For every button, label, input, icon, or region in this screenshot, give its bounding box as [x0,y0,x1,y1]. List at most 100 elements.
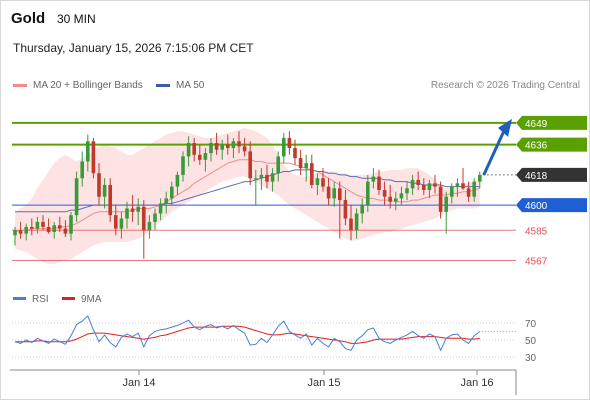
timeframe-label: 30 MIN [57,12,96,26]
candle-body [472,181,476,197]
candle [310,154,314,189]
candle [315,173,320,196]
candle [136,198,140,226]
candle-body [58,225,62,229]
candle-body [147,221,152,231]
candle-body [394,198,398,202]
research-credit: Research © 2026 Trading Central [430,80,580,91]
candle-body [136,206,140,212]
candle-body [343,200,348,219]
candle-body [91,141,96,174]
candle-body [226,144,230,149]
candle [125,201,129,229]
candle [360,198,364,224]
levels-layer [12,121,516,261]
candle [433,174,437,194]
candle-body [354,213,359,231]
bollinger-band-area [15,127,480,264]
candle [74,171,79,222]
candle-body [416,179,420,185]
candle-body [444,196,448,212]
candle [394,191,398,211]
candle-body [276,156,280,174]
candle [108,178,112,222]
candle-body [158,203,163,214]
legend-label-rsi: RSI [32,294,49,305]
rsi-tick-label: 30 [525,353,537,364]
candle [203,148,208,172]
candle-body [405,188,409,194]
candle [58,216,62,232]
candle-body [142,206,146,231]
level-pivot-3-label: 4600 [525,201,548,212]
candle [97,163,101,206]
candle-body [270,173,275,182]
rsi-ma-line [15,325,480,344]
candle [175,171,180,196]
candle-body [293,148,297,159]
candle [102,178,107,209]
candle [186,136,191,167]
candle-body [282,137,286,157]
rsi-line [14,315,481,352]
candle [153,208,157,231]
candle-body [203,153,208,160]
level-support-4-label: 4585 [525,226,548,237]
rsi-tick-label: 70 [525,319,537,330]
candle-body [349,218,353,231]
legend-ma20-bollinger: MA 20 + Bollinger Bands [13,80,143,91]
candle [405,181,409,201]
candle-body [97,173,101,197]
candle [231,137,236,159]
candle-body [310,163,314,185]
candle-body [242,146,247,152]
candle-body [265,174,269,182]
candle [119,211,124,239]
candle-body [399,193,404,199]
candle-body [214,143,219,150]
candle-body [52,225,56,232]
candle [438,181,443,219]
candle [69,211,73,241]
candle-body [35,221,40,229]
candle [30,218,34,236]
level-resistance-0-tag [516,115,587,130]
candle [142,200,146,259]
candle-body [153,213,157,222]
candle [259,168,264,190]
candle-body [298,158,303,169]
candle-body [366,181,370,206]
rsi-panel: 70 50 30 [12,315,537,364]
candle [478,171,482,189]
candle [130,195,135,222]
candle [35,216,40,234]
candle [114,205,118,236]
level-resistance-0-label: 4649 [525,119,548,130]
candle [198,144,202,165]
candle-body [254,178,258,180]
candle-body [114,215,118,229]
level-last_price-2-tag [516,167,587,182]
legend-label-rsi-ma: 9MA [81,294,102,305]
level-labels-layer: 4649 4636 4618 4600 4585 4567 [516,115,587,268]
candle-body [18,230,23,234]
legend-ma50: MA 50 [156,80,204,91]
candle [332,181,336,207]
candle [63,220,68,237]
time-tick-label: Jan 14 [122,377,155,389]
candle [349,205,353,241]
candle-body [438,186,443,212]
level-pivot-3-tag [516,198,587,213]
candle-body [427,183,432,190]
candle-body [466,188,471,197]
legend-label-ma50: MA 50 [176,80,205,91]
candle-body [338,188,342,201]
candle [410,174,415,196]
candle-body [248,151,252,179]
level-resistance-1-tag [516,137,587,152]
candle [226,134,230,155]
time-tick-label: Jan 15 [307,377,340,389]
bollinger-layer [15,127,480,264]
candle [377,169,381,196]
candle [158,198,163,221]
